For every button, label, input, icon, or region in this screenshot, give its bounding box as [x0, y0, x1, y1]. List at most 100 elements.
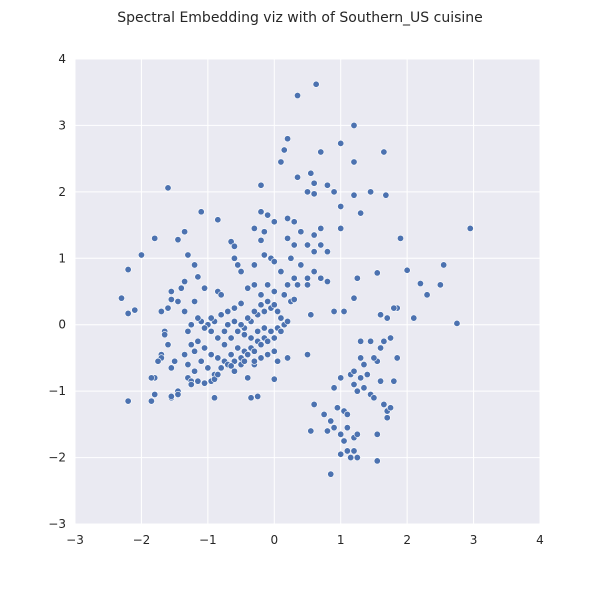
data-point — [337, 139, 345, 147]
data-point — [167, 295, 175, 303]
data-point — [310, 400, 318, 408]
data-point — [284, 281, 292, 289]
data-point — [264, 281, 272, 289]
data-point — [377, 377, 385, 385]
data-point — [357, 374, 365, 382]
data-point — [257, 291, 265, 299]
data-point — [363, 371, 371, 379]
data-point — [357, 354, 365, 362]
data-point — [387, 334, 395, 342]
data-point — [350, 158, 358, 166]
data-point — [187, 380, 195, 388]
data-point — [343, 424, 351, 432]
data-point — [204, 364, 212, 372]
data-point — [230, 317, 238, 325]
data-point — [257, 341, 265, 349]
data-point — [453, 319, 461, 327]
data-point — [347, 454, 355, 462]
data-point — [264, 351, 272, 359]
data-point — [307, 311, 315, 319]
data-point — [151, 390, 159, 398]
data-point — [280, 146, 288, 154]
data-point — [260, 324, 268, 332]
data-point — [230, 357, 238, 365]
y-tick-label: 0 — [58, 318, 66, 332]
data-point — [230, 304, 238, 312]
data-point — [260, 307, 268, 315]
data-point — [220, 341, 228, 349]
data-point — [214, 371, 222, 379]
data-point — [303, 274, 311, 282]
data-point — [237, 321, 245, 329]
data-point — [373, 269, 381, 277]
data-point — [337, 450, 345, 458]
data-point — [350, 191, 358, 199]
data-point — [161, 331, 169, 339]
data-point — [287, 254, 295, 262]
data-point — [244, 374, 252, 382]
data-point — [323, 278, 331, 286]
data-point — [227, 334, 235, 342]
data-point — [191, 261, 199, 269]
data-point — [230, 254, 238, 262]
data-point — [312, 80, 320, 88]
data-point — [277, 327, 285, 335]
data-point — [197, 208, 205, 216]
data-point — [167, 392, 175, 400]
data-point — [224, 321, 232, 329]
data-point — [317, 148, 325, 156]
data-point — [201, 324, 209, 332]
data-point — [327, 417, 335, 425]
data-point — [250, 224, 258, 232]
data-point — [277, 158, 285, 166]
data-point — [353, 387, 361, 395]
data-point — [284, 234, 292, 242]
data-point — [194, 314, 202, 322]
data-point — [290, 295, 298, 303]
data-point — [303, 188, 311, 196]
data-point — [380, 337, 388, 345]
data-point — [250, 307, 258, 315]
data-point — [330, 307, 338, 315]
data-point — [337, 374, 345, 382]
data-point — [154, 357, 162, 365]
data-point — [250, 281, 258, 289]
data-point — [270, 301, 278, 309]
data-point — [217, 364, 225, 372]
data-point — [227, 362, 235, 370]
data-point — [294, 92, 302, 100]
data-point — [244, 314, 252, 322]
data-point — [320, 410, 328, 418]
data-point — [370, 394, 378, 402]
y-tick-label: 4 — [58, 52, 66, 66]
data-point — [181, 228, 189, 236]
data-point — [260, 251, 268, 259]
data-point — [327, 470, 335, 478]
data-point — [171, 357, 179, 365]
plot-area — [75, 59, 540, 524]
data-point — [323, 427, 331, 435]
data-point — [423, 291, 431, 299]
data-point — [191, 367, 199, 375]
data-point — [390, 304, 398, 312]
data-point — [337, 202, 345, 210]
data-point — [164, 184, 172, 192]
data-point — [174, 390, 182, 398]
y-tick-label: 1 — [58, 251, 66, 265]
data-point — [250, 261, 258, 269]
data-point — [214, 216, 222, 224]
data-point — [317, 224, 325, 232]
data-point — [307, 427, 315, 435]
data-point — [201, 344, 209, 352]
data-point — [350, 380, 358, 388]
data-point — [337, 430, 345, 438]
data-point — [151, 234, 159, 242]
data-point — [297, 261, 305, 269]
data-point — [353, 454, 361, 462]
data-point — [250, 347, 258, 355]
data-point — [194, 273, 202, 281]
data-point — [290, 241, 298, 249]
data-point — [194, 337, 202, 345]
data-point — [382, 191, 390, 199]
